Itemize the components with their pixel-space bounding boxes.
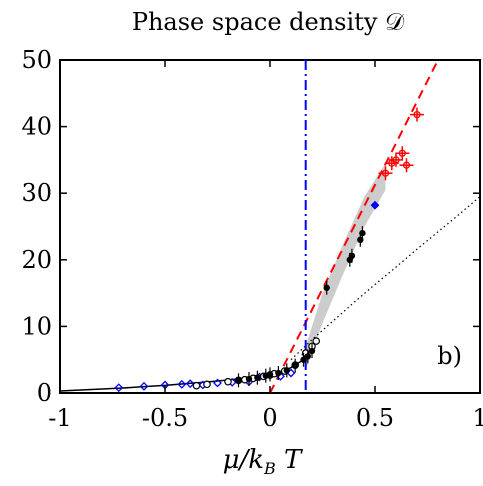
uncertainty-band xyxy=(305,163,386,370)
black-filled-point xyxy=(266,371,274,378)
black-filled-point xyxy=(275,369,282,377)
panel-label: b) xyxy=(437,342,462,370)
chart-title: Phase space density 𝒟 xyxy=(132,8,405,36)
black-filled-point xyxy=(254,374,261,381)
black-open-circle-point xyxy=(312,337,321,345)
black-filled-point xyxy=(283,367,290,374)
black-open-circle-point xyxy=(192,381,201,390)
x-tick-label: -1 xyxy=(48,404,71,432)
blue-diamond-point xyxy=(139,381,149,391)
y-tick-label: 50 xyxy=(21,46,52,74)
y-tick-label: 0 xyxy=(37,379,52,407)
plot-area xyxy=(60,60,480,393)
x-axis-label-k: k xyxy=(248,445,264,475)
black-filled-point xyxy=(245,375,253,383)
blue-diamond-point xyxy=(177,379,187,389)
black-filled-point xyxy=(359,229,366,237)
plot-series-group xyxy=(60,60,480,393)
red-cross-point xyxy=(381,169,390,177)
x-axis-label-t: T xyxy=(276,445,303,475)
blue-diamond-point xyxy=(185,379,195,389)
black-open-circle-point xyxy=(224,377,232,386)
black-filled-point xyxy=(235,377,242,384)
blue-diamond-point xyxy=(213,378,222,388)
x-axis-label-subscript: B xyxy=(263,459,276,478)
x-tick-label: 1 xyxy=(472,404,483,432)
x-axis-label: μ/kB T xyxy=(223,445,303,478)
x-tick-label: 0 xyxy=(262,404,277,432)
y-tick-label: 20 xyxy=(21,246,52,274)
black-filled-point xyxy=(308,347,316,355)
blue-diamond-point xyxy=(114,383,124,393)
black-filled-point xyxy=(323,284,330,291)
x-tick-label: 0.5 xyxy=(356,404,394,432)
red-cross-point xyxy=(398,149,406,157)
black-open-circle-point xyxy=(203,380,211,389)
black-filled-point xyxy=(292,362,299,369)
blue-diamond-point xyxy=(370,200,380,210)
black-dotted-line xyxy=(290,196,480,361)
y-tick-label: 10 xyxy=(21,312,52,340)
red-cross-point xyxy=(392,156,400,164)
red-cross-point xyxy=(402,161,411,169)
black-filled-point xyxy=(348,252,356,260)
x-axis-label-mu: μ/ xyxy=(223,445,251,475)
y-tick-label: 30 xyxy=(21,179,52,207)
y-tick-label: 40 xyxy=(21,113,52,141)
x-tick-label: -0.5 xyxy=(142,404,188,432)
red-cross-point xyxy=(413,110,421,119)
black-filled-point xyxy=(304,353,311,360)
